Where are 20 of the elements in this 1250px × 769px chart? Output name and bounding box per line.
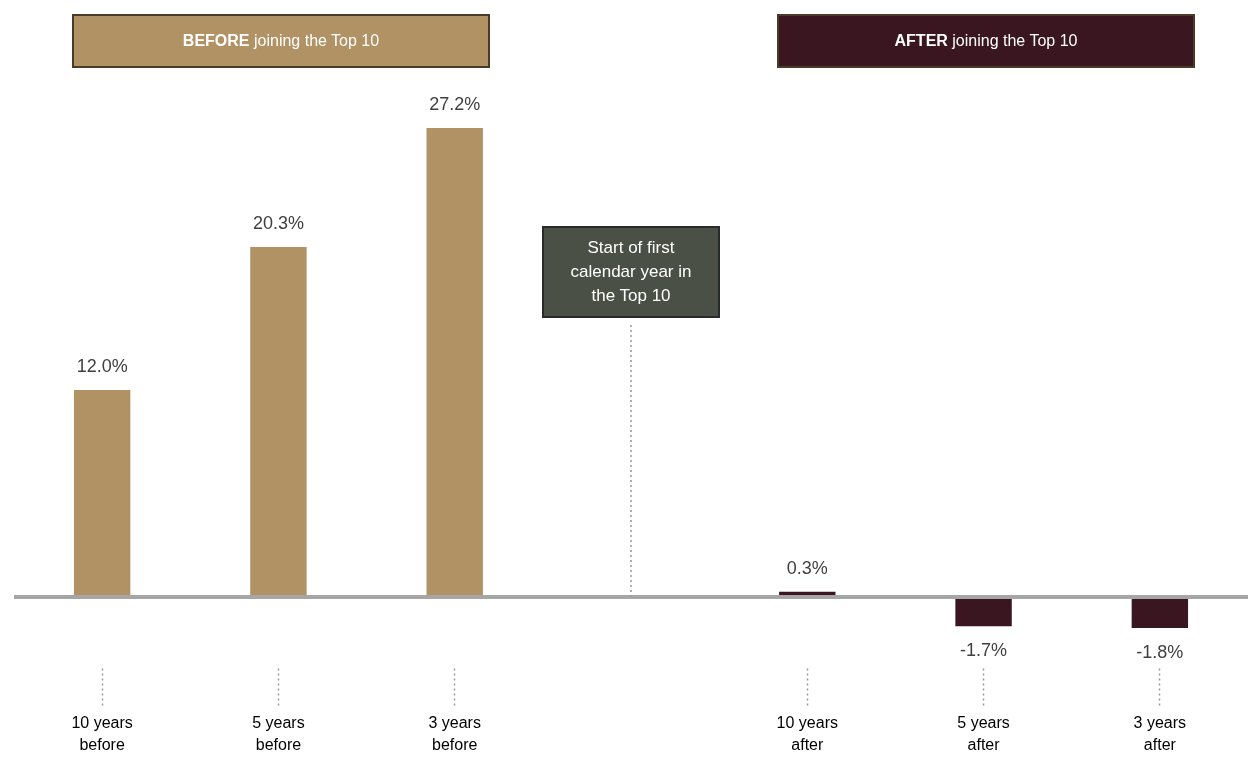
bar xyxy=(250,246,307,597)
text: BEFORE joining the Top 10 xyxy=(182,32,380,50)
text: AFTER joining the Top 10 xyxy=(894,32,1078,50)
x-tick-label: 10 years after xyxy=(776,713,838,753)
data-label: -1.7% xyxy=(960,640,1008,661)
bar xyxy=(1131,596,1189,628)
x-tick-label: 3 years before xyxy=(428,713,481,753)
x-tick-label: 5 years after xyxy=(957,713,1010,753)
data-label: -1.8% xyxy=(1136,642,1184,662)
data-label: 0.3% xyxy=(786,557,828,578)
x-tick-label: 10 years before xyxy=(71,713,133,753)
bar xyxy=(955,596,1012,627)
data-label: 12.0% xyxy=(76,356,128,377)
bar xyxy=(73,390,131,597)
bar xyxy=(426,128,483,597)
note-box: Start of first calendar year in the Top 10 xyxy=(542,226,720,318)
x-tick-label: 3 years after xyxy=(1133,713,1187,753)
data-label: 20.3% xyxy=(252,212,304,233)
data-label: 27.2% xyxy=(429,94,481,114)
x-tick-label: 5 years before xyxy=(252,713,305,753)
